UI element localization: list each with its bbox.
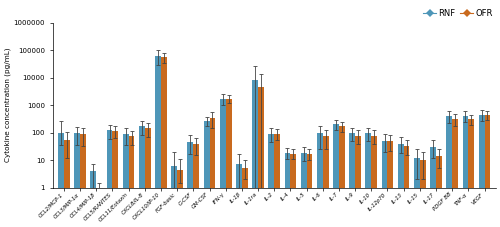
Bar bbox=[333, 124, 339, 227]
Bar bbox=[258, 87, 264, 227]
Bar bbox=[436, 156, 442, 227]
Bar bbox=[139, 126, 145, 227]
Bar bbox=[242, 168, 248, 227]
Bar bbox=[74, 133, 80, 227]
Bar bbox=[414, 158, 420, 227]
Bar bbox=[478, 115, 484, 227]
Bar bbox=[484, 115, 490, 227]
Bar bbox=[355, 136, 361, 227]
Bar bbox=[446, 116, 452, 227]
Bar bbox=[80, 134, 86, 227]
Bar bbox=[462, 116, 468, 227]
Bar bbox=[220, 99, 226, 227]
Bar bbox=[268, 134, 274, 227]
Bar bbox=[194, 144, 199, 227]
Bar bbox=[172, 166, 177, 227]
Bar bbox=[128, 136, 134, 227]
Bar bbox=[366, 133, 372, 227]
Bar bbox=[388, 141, 394, 227]
Legend: RNF, OFR: RNF, OFR bbox=[420, 5, 496, 21]
Bar bbox=[322, 136, 328, 227]
Bar bbox=[161, 57, 167, 227]
Bar bbox=[420, 160, 426, 227]
Bar bbox=[300, 153, 306, 227]
Bar bbox=[145, 128, 150, 227]
Bar bbox=[106, 131, 112, 227]
Bar bbox=[112, 131, 118, 227]
Bar bbox=[155, 56, 161, 227]
Bar bbox=[204, 121, 210, 227]
Bar bbox=[306, 154, 312, 227]
Bar bbox=[317, 133, 322, 227]
Bar bbox=[382, 141, 388, 227]
Bar bbox=[372, 136, 377, 227]
Bar bbox=[284, 153, 290, 227]
Bar bbox=[252, 80, 258, 227]
Bar bbox=[210, 118, 216, 227]
Bar bbox=[339, 126, 344, 227]
Bar bbox=[350, 133, 355, 227]
Bar bbox=[468, 119, 474, 227]
Bar bbox=[452, 119, 458, 227]
Y-axis label: Cytokine concentration (pg/mL): Cytokine concentration (pg/mL) bbox=[4, 48, 10, 162]
Bar bbox=[274, 134, 280, 227]
Bar bbox=[177, 170, 183, 227]
Bar bbox=[398, 143, 404, 227]
Bar bbox=[58, 133, 64, 227]
Bar bbox=[64, 141, 70, 227]
Bar bbox=[226, 99, 232, 227]
Bar bbox=[96, 188, 102, 227]
Bar bbox=[188, 142, 194, 227]
Bar bbox=[404, 146, 409, 227]
Bar bbox=[90, 171, 96, 227]
Bar bbox=[236, 164, 242, 227]
Bar bbox=[290, 154, 296, 227]
Bar bbox=[430, 147, 436, 227]
Bar bbox=[123, 134, 128, 227]
